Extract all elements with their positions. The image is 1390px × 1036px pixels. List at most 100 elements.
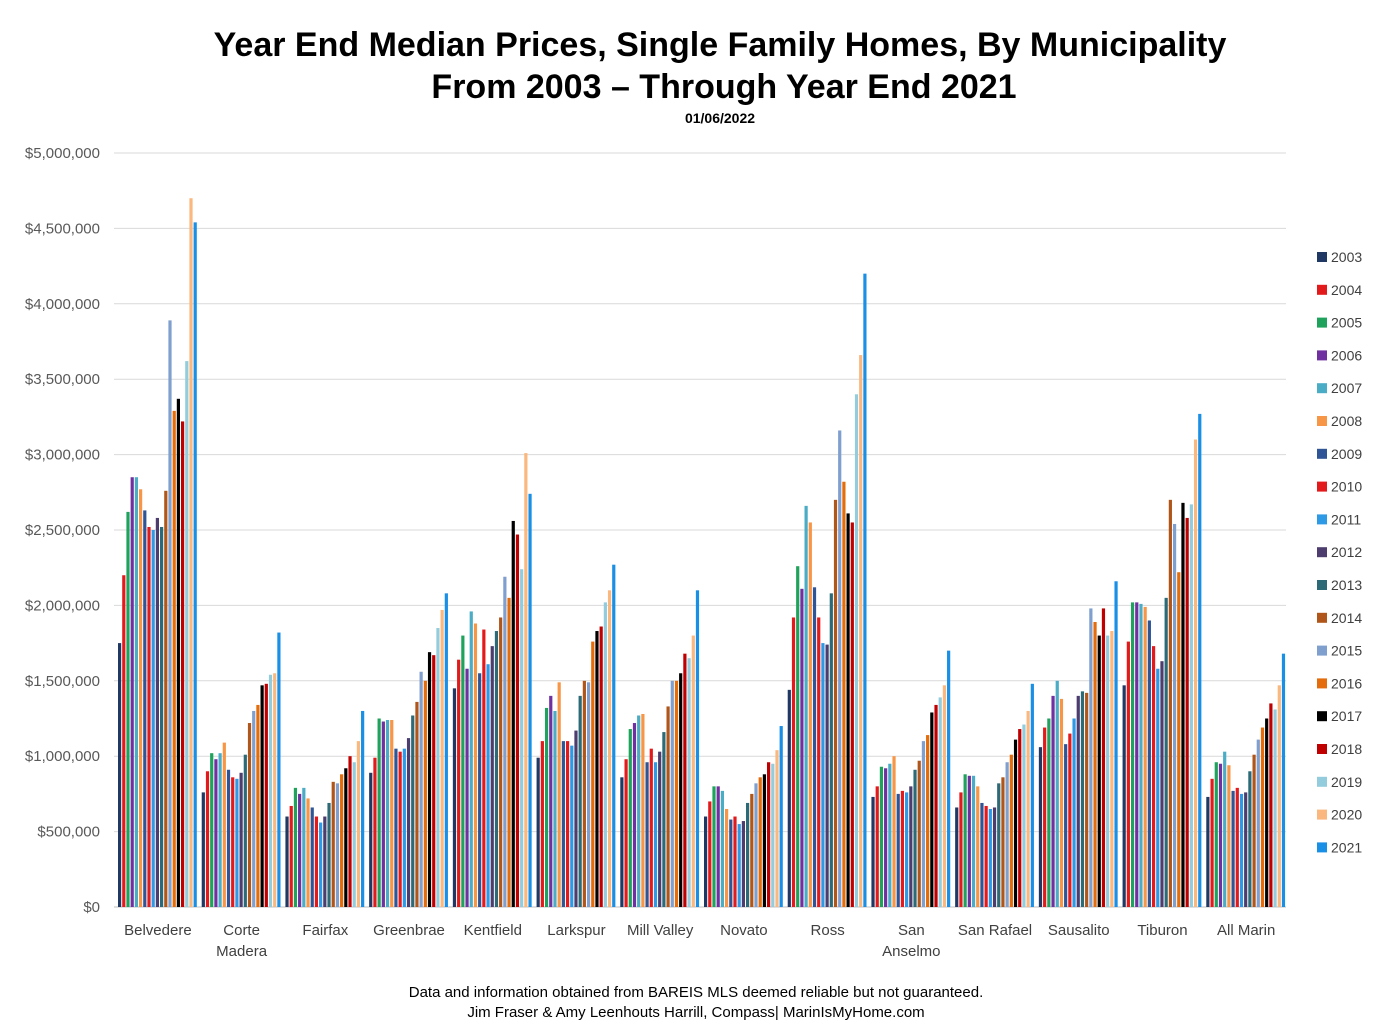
bar-2010 — [733, 816, 737, 907]
bar-2009 — [896, 793, 900, 907]
bar-2008 — [976, 786, 980, 907]
bar-2006 — [465, 668, 469, 907]
bar-2004 — [1126, 641, 1130, 907]
bar-2018 — [767, 762, 771, 907]
legend-label: 2010 — [1331, 479, 1362, 495]
bar-2008 — [1143, 606, 1147, 907]
bar-2008 — [892, 756, 896, 907]
bar-2009 — [561, 741, 565, 907]
bar-2021 — [1114, 581, 1118, 907]
legend-label: 2005 — [1331, 315, 1362, 331]
bar-2020 — [1026, 710, 1030, 907]
bar-2007 — [804, 505, 808, 907]
legend-label: 2014 — [1331, 610, 1362, 626]
bar-2003 — [536, 757, 540, 907]
bar-2018 — [348, 756, 352, 907]
bar-2003 — [620, 777, 624, 907]
bar-2017 — [1265, 718, 1269, 907]
bar-2017 — [1181, 502, 1185, 907]
bar-2014 — [750, 793, 754, 907]
bar-2005 — [210, 753, 214, 907]
x-category-label: Tiburon — [1137, 922, 1187, 939]
bar-2019 — [1273, 709, 1277, 907]
bar-2005 — [1047, 718, 1051, 907]
bar-2016 — [1009, 754, 1013, 907]
bar-2007 — [385, 720, 390, 907]
legend-label: 2006 — [1331, 347, 1362, 363]
bar-2007 — [1223, 751, 1227, 907]
bar-2009 — [310, 807, 314, 907]
bar-2009 — [645, 762, 649, 907]
bar-2012 — [1076, 695, 1080, 907]
y-tick-label: $500,000 — [37, 824, 100, 841]
bars — [118, 198, 1286, 908]
bar-2003 — [118, 643, 122, 907]
bar-2004 — [624, 759, 628, 907]
bar-2010 — [817, 617, 821, 907]
bar-2007 — [637, 715, 641, 907]
bar-2011 — [235, 778, 239, 907]
bar-2011 — [319, 822, 323, 907]
bar-2005 — [963, 774, 967, 907]
bar-2019 — [1189, 504, 1193, 907]
bar-2011 — [570, 745, 574, 907]
bar-2010 — [231, 777, 235, 907]
legend-swatch — [1317, 252, 1327, 262]
y-tick-label: $0 — [83, 899, 100, 916]
bar-2003 — [452, 688, 457, 907]
x-category-label: Madera — [216, 943, 268, 960]
y-tick-label: $2,000,000 — [25, 597, 100, 614]
bar-2015 — [252, 710, 256, 907]
bar-2018 — [1101, 608, 1106, 907]
bar-2006 — [381, 721, 385, 907]
legend-label: 2009 — [1331, 446, 1362, 462]
bar-2012 — [1244, 792, 1248, 907]
bar-2007 — [134, 477, 138, 907]
bar-2005 — [461, 635, 465, 907]
legend-label: 2007 — [1331, 380, 1362, 396]
bar-2021 — [947, 650, 951, 907]
bar-2011 — [988, 808, 992, 907]
bar-2006 — [1051, 695, 1055, 907]
bar-2021 — [1281, 653, 1286, 907]
bar-2014 — [582, 680, 586, 907]
bar-2011 — [653, 762, 658, 907]
bar-2019 — [1022, 724, 1026, 907]
x-category-label: Larkspur — [547, 922, 605, 939]
bar-2006 — [884, 768, 888, 907]
bar-2011 — [821, 643, 825, 907]
legend-swatch — [1317, 514, 1327, 525]
bar-2021 — [277, 632, 281, 907]
bar-2007 — [218, 753, 222, 907]
y-tick-label: $1,000,000 — [25, 748, 100, 765]
bar-2010 — [147, 526, 151, 907]
bar-2013 — [411, 715, 415, 907]
bar-2018 — [432, 655, 436, 907]
bar-2012 — [658, 751, 662, 907]
bar-2010 — [314, 816, 319, 907]
bar-2006 — [298, 793, 302, 907]
bar-2004 — [540, 741, 544, 907]
bar-2005 — [879, 766, 884, 907]
bar-2019 — [938, 697, 942, 907]
bar-2010 — [900, 790, 905, 907]
bar-2014 — [1085, 692, 1089, 907]
bar-2020 — [524, 453, 528, 907]
x-category-label: Novato — [720, 922, 768, 939]
bar-2013 — [913, 769, 917, 907]
bar-2012 — [574, 730, 578, 907]
bar-2018 — [181, 421, 185, 907]
legend-label: 2016 — [1331, 675, 1362, 691]
bar-2010 — [398, 751, 402, 907]
bar-2008 — [139, 489, 143, 907]
bar-2004 — [959, 792, 963, 907]
bar-2005 — [628, 729, 632, 907]
bar-2019 — [687, 658, 691, 907]
bar-2005 — [712, 786, 716, 907]
bar-2017 — [846, 513, 850, 907]
bar-2013 — [578, 695, 582, 907]
bar-2015 — [921, 741, 926, 907]
bar-2003 — [955, 807, 959, 907]
bar-2018 — [934, 704, 938, 907]
